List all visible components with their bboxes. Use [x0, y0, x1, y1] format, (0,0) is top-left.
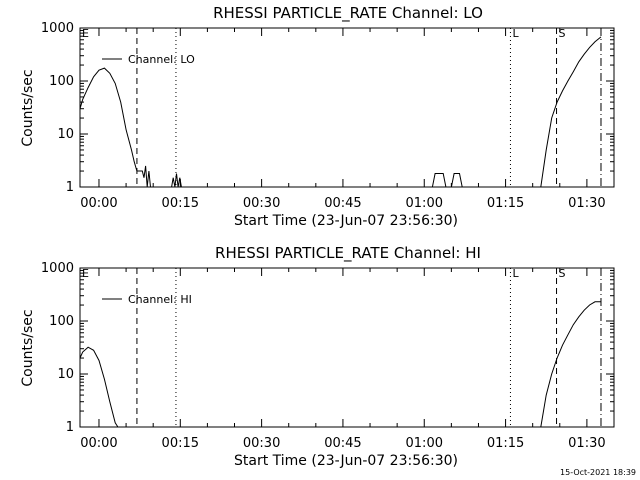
hi-x-tick-label: 00:15: [162, 436, 199, 451]
lo-x-tick-label: 01:15: [487, 196, 524, 211]
lo-y-axis: 1000 100 10 1: [41, 21, 614, 195]
hi-legend-label: Channel: HI: [128, 293, 192, 306]
lo-event-marker-label: L: [512, 27, 519, 40]
hi-x-tick-label: 00:30: [243, 436, 280, 451]
timestamp-footer: 15-Oct-2021 18:39: [560, 468, 636, 477]
hi-y-tick-label: 100: [49, 314, 74, 329]
hi-x-tick-label: 01:00: [406, 436, 443, 451]
hi-y-axis: 1000 100 10 1: [41, 261, 614, 435]
lo-x-tick-label: 01:00: [406, 196, 443, 211]
lo-legend: Channel: LO: [102, 53, 195, 66]
hi-x-axis-label: Start Time (23-Jun-07 23:56:30): [234, 453, 458, 469]
lo-x-axis: 00:00 00:15 00:30 00:45 01:00 01:15 01:30: [80, 28, 606, 211]
lo-x-tick-label: 00:15: [162, 196, 199, 211]
hi-y-tick-label: 1000: [41, 261, 74, 276]
hi-y-tick-label: 10: [57, 367, 74, 382]
hi-x-axis: 00:00 00:15 00:30 00:45 01:00 01:15 01:30: [80, 268, 606, 451]
hi-x-tick-label: 00:45: [324, 436, 361, 451]
lo-y-tick-label: 10: [57, 127, 74, 142]
hi-legend: Channel: HI: [102, 293, 192, 306]
lo-data-line: [79, 36, 602, 188]
lo-event-marker-label: S: [559, 27, 566, 40]
hi-event-marker-label: S: [559, 267, 566, 280]
lo-y-tick-label: 100: [49, 74, 74, 89]
hi-plot-frame: [79, 267, 615, 428]
lo-y-tick-label: 1: [66, 180, 74, 195]
lo-x-tick-label: 00:45: [324, 196, 361, 211]
hi-event-marker-label: L: [512, 267, 519, 280]
lo-x-tick-label: 00:00: [80, 196, 117, 211]
lo-x-tick-label: 00:30: [243, 196, 280, 211]
hi-event-marker-label: E: [82, 267, 89, 280]
lo-x-tick-label: 01:30: [568, 196, 605, 211]
hi-data-line: [79, 301, 601, 428]
hi-x-tick-label: 00:00: [80, 436, 117, 451]
lo-plot-frame: [79, 27, 615, 188]
lo-event-marker-label: E: [82, 27, 89, 40]
hi-y-tick-label: 1: [66, 420, 74, 435]
lo-x-axis-label: Start Time (23-Jun-07 23:56:30): [234, 213, 458, 229]
hi-y-axis-label: Counts/sec: [20, 309, 36, 386]
hi-x-tick-label: 01:30: [568, 436, 605, 451]
hi-chart-title: RHESSI PARTICLE_RATE Channel: HI: [215, 244, 481, 263]
lo-legend-label: Channel: LO: [128, 53, 195, 66]
hi-x-tick-label: 01:15: [487, 436, 524, 451]
lo-y-axis-label: Counts/sec: [20, 69, 36, 146]
lo-y-tick-label: 1000: [41, 21, 74, 36]
lo-chart-title: RHESSI PARTICLE_RATE Channel: LO: [213, 4, 483, 23]
